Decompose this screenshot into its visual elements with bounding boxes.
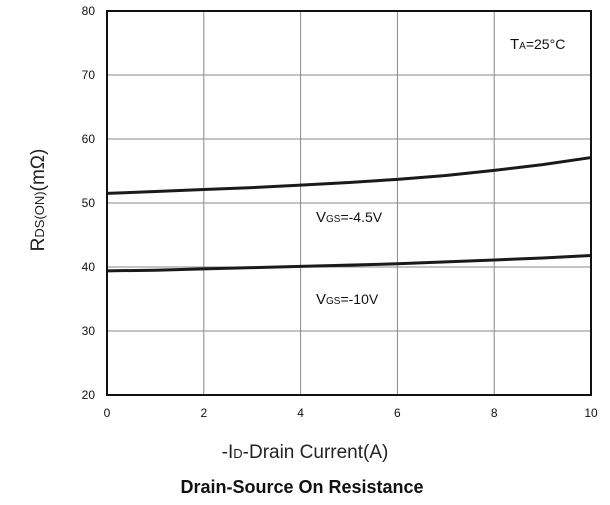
x-tick-label: 10 xyxy=(584,406,598,420)
series-line-vgs-4.5v xyxy=(106,156,592,195)
plot-frame xyxy=(106,10,592,396)
x-tick-label: 2 xyxy=(200,406,207,420)
x-tick-label: 8 xyxy=(491,406,498,420)
x-tick-labels: 0 2 4 6 8 10 xyxy=(104,406,598,420)
chart-title: Drain-Source On Resistance xyxy=(180,477,423,497)
x-axis-label: -ID-Drain Current(A) xyxy=(222,442,389,463)
y-tick-label: 70 xyxy=(82,68,96,82)
x-tick-label: 6 xyxy=(394,406,401,420)
y-tick-label: 20 xyxy=(82,388,96,402)
series-group xyxy=(106,156,592,273)
y-tick-label: 50 xyxy=(82,196,96,210)
y-tick-label: 40 xyxy=(82,260,96,274)
y-tick-label: 30 xyxy=(82,324,96,338)
x-tick-label: 4 xyxy=(297,406,304,420)
x-tick-label: 0 xyxy=(104,406,111,420)
y-tick-label: 60 xyxy=(82,132,96,146)
y-tick-label: 80 xyxy=(82,4,96,18)
series-label-vgs-10v: VGS=-10V xyxy=(316,291,379,308)
series-line-vgs-10v xyxy=(106,253,592,273)
y-tick-labels: 20 30 40 50 60 70 80 xyxy=(82,4,96,402)
temperature-annotation: TA=25°C xyxy=(510,36,565,53)
grid xyxy=(107,11,591,395)
y-axis-label: RDS(ON)(mΩ) xyxy=(28,149,49,252)
series-label-vgs-4.5v: VGS=-4.5V xyxy=(316,209,383,226)
